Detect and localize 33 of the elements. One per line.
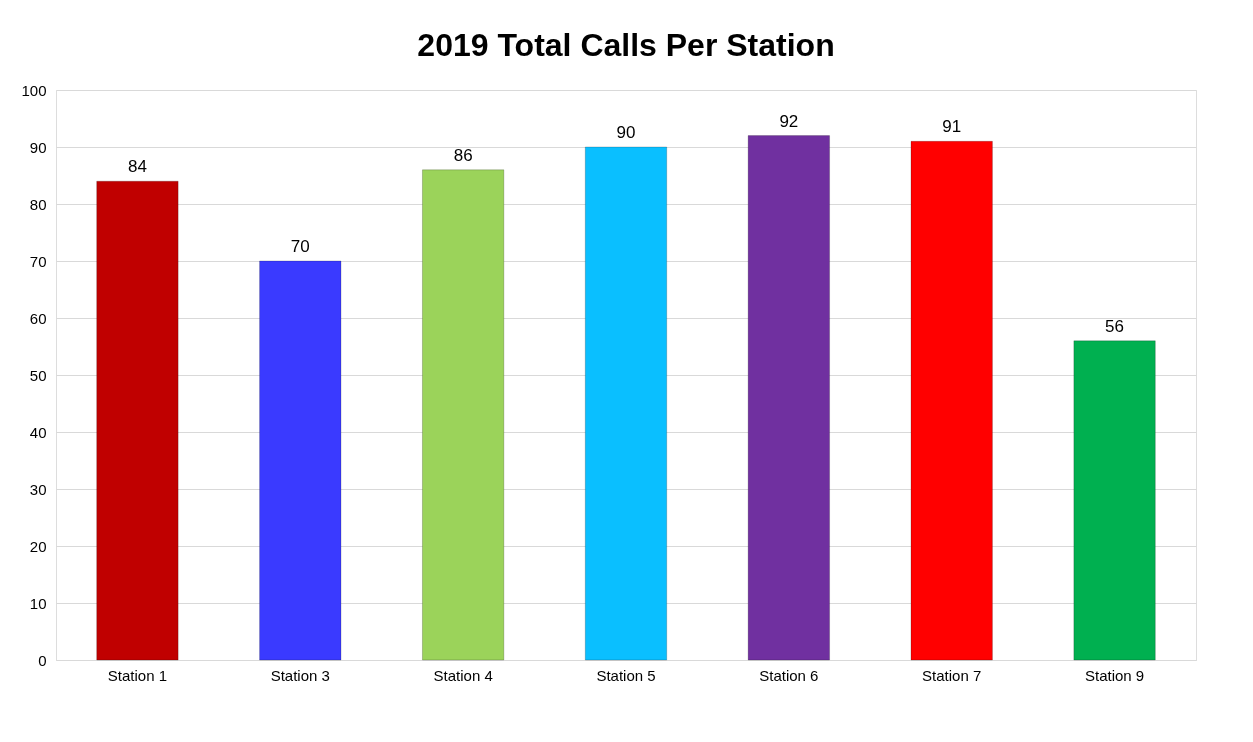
x-tick-label: Station 9 (1084, 666, 1145, 684)
bar (747, 135, 831, 661)
bar (1073, 340, 1156, 661)
y-tick-label: 90 (29, 138, 47, 156)
bar (421, 169, 505, 661)
bar (259, 260, 342, 661)
x-tick-label: Station 1 (107, 666, 168, 684)
y-tick-label: 60 (29, 309, 47, 327)
data-label: 70 (290, 237, 310, 256)
bar (584, 146, 668, 661)
x-tick-label: Station 6 (759, 666, 819, 684)
y-tick-label: 0 (38, 651, 47, 669)
y-tick-label: 70 (29, 252, 47, 270)
data-label: 92 (779, 111, 799, 131)
chart-title: 2019 Total Calls Per Station (417, 27, 835, 63)
x-tick-label: Station 4 (433, 666, 493, 684)
y-tick-label: 50 (29, 366, 47, 384)
y-tick-label: 100 (21, 81, 47, 99)
data-label: 90 (616, 123, 636, 142)
x-tick-label: Station 3 (270, 666, 330, 684)
y-tick-label: 40 (29, 423, 47, 441)
x-tick-label: Station 7 (922, 666, 982, 684)
x-tick-label: Station 5 (596, 666, 656, 684)
y-tick-label: 20 (29, 537, 47, 555)
bar (910, 140, 993, 661)
y-tick-label: 80 (29, 195, 47, 213)
data-label: 86 (453, 145, 473, 165)
y-tick-label: 30 (29, 480, 47, 498)
bar (96, 180, 179, 661)
data-label: 91 (942, 117, 962, 137)
data-label: 56 (1105, 316, 1125, 336)
y-tick-label: 10 (29, 594, 47, 612)
data-label: 84 (127, 157, 147, 177)
